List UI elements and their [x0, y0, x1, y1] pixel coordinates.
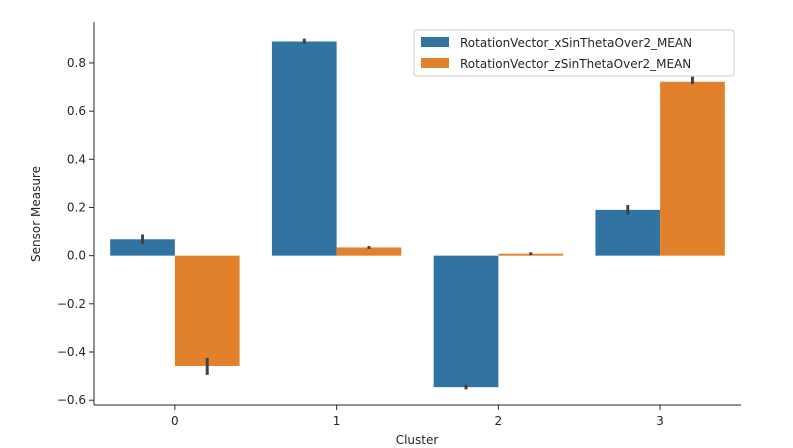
- error-bars-layer: [141, 38, 694, 390]
- bar-series1-cluster0: [174, 255, 240, 366]
- bar-series0-cluster1: [271, 41, 337, 256]
- y-tick-label: −0.4: [57, 345, 86, 359]
- y-ticks: −0.6 −0.4 −0.2 0.0 0.2 0.4 0.6 0.8: [57, 56, 94, 407]
- legend: RotationVector_xSinThetaOver2_MEAN Rotat…: [413, 29, 735, 77]
- legend-label-x: RotationVector_xSinThetaOver2_MEAN: [460, 36, 692, 50]
- bar-series0-cluster2: [433, 255, 499, 388]
- x-tick-label: 3: [656, 414, 664, 428]
- x-axis-label: Cluster: [396, 433, 439, 447]
- bar-series0-cluster3: [595, 209, 661, 256]
- x-tick-label: 1: [333, 414, 341, 428]
- legend-frame: [413, 29, 735, 77]
- bar-series1-cluster3: [660, 81, 725, 256]
- x-tick-label: 2: [495, 414, 503, 428]
- y-tick-label: 0.2: [67, 200, 86, 214]
- x-ticks: 0 1 2 3: [171, 405, 664, 428]
- bar-series0-cluster0: [110, 239, 175, 256]
- y-tick-label: 0.4: [67, 152, 86, 166]
- legend-swatch-z: [421, 58, 449, 68]
- bar-series1-cluster1: [336, 247, 402, 256]
- y-tick-label: 0.8: [67, 56, 86, 70]
- x-tick-label: 0: [171, 414, 179, 428]
- legend-swatch-x: [421, 37, 449, 47]
- y-tick-label: −0.2: [57, 297, 86, 311]
- y-tick-label: 0.0: [67, 249, 86, 263]
- y-axis-label: Sensor Measure: [29, 166, 43, 262]
- bars-layer: [110, 41, 725, 388]
- legend-label-z: RotationVector_zSinThetaOver2_MEAN: [460, 57, 691, 71]
- y-tick-label: 0.6: [67, 104, 86, 118]
- y-tick-label: −0.6: [57, 393, 86, 407]
